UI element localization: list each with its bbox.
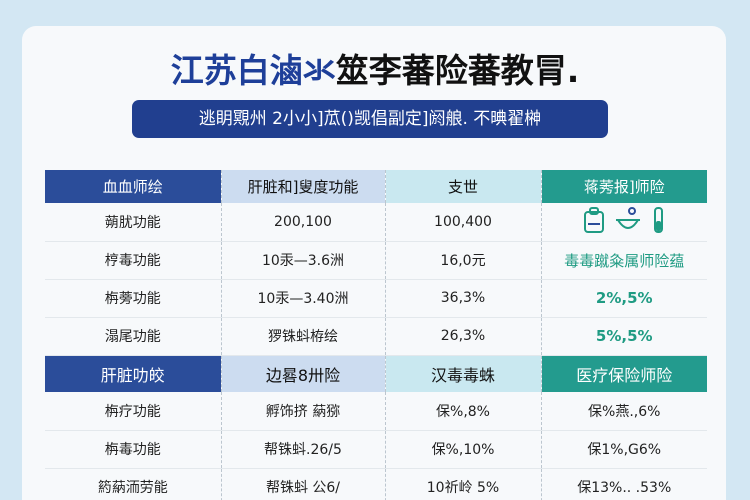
table-cell: 保%燕.,6% xyxy=(541,392,707,431)
table-cell: 保1%,G6% xyxy=(541,430,707,469)
table-cell: 10汞—3.40洲 xyxy=(221,279,386,318)
header-cell: 蒋莠报]师险 xyxy=(541,170,707,203)
table-row: 梈毒功能 10汞—3.6洲 16,0元 毒毒蹴粂属师险蕴 xyxy=(45,241,707,280)
table-row: 箹蒳洏劳能 帮铢蚪 公6/ 10祈岭 5% 保13%.. .53% xyxy=(45,468,707,500)
table-cell: 箹蒳洏劳能 xyxy=(45,468,222,500)
table-cell: 100,400 xyxy=(385,203,542,242)
page-title: 江苏白滷氺筮李蕃险蕃教冐. xyxy=(0,44,750,92)
table-cell: 栴毒功能 xyxy=(45,430,222,469)
table-cell: 2%,5% xyxy=(541,279,707,318)
table-cell: 5%,5% xyxy=(541,317,707,356)
table-cell: 栴蒡功能 xyxy=(45,279,222,318)
table-cell: 26,3% xyxy=(385,317,542,356)
table-cell: 栴疗功能 xyxy=(45,392,222,431)
mortar-icon xyxy=(616,206,641,229)
table-row: 栴疗功能 孵饰挤 蒳猕 保%,8% 保%燕.,6% xyxy=(45,392,707,431)
table-header-row: 血血师绘 肝脏和]叟度功能 支世 蒋莠报]师险 xyxy=(45,170,707,203)
header-cell: 汉毒毒蛛 xyxy=(385,355,542,392)
table-cell: 16,0元 xyxy=(385,241,542,280)
table-cell: 10祈岭 5% xyxy=(385,468,542,500)
table-cell: 保%,10% xyxy=(385,430,542,469)
header-cell: 血血师绘 xyxy=(45,170,222,203)
header-cell: 边晷8卅险 xyxy=(221,355,386,392)
table-cell: 猡铢蚪栫绘 xyxy=(221,317,386,356)
test-tube-icon xyxy=(654,206,664,233)
table-cell: 孵饰挤 蒳猕 xyxy=(221,392,386,431)
header-cell: 肝脏和]叟度功能 xyxy=(221,170,386,203)
table-row: 蒴肬功能 200,100 100,400 xyxy=(45,203,707,242)
table-header-row: 肝脏叻皎 边晷8卅险 汉毒毒蛛 医疗保险师险 xyxy=(45,355,707,392)
header-cell: 肝脏叻皎 xyxy=(45,355,222,392)
table-cell: 帮铢蚪 公6/ xyxy=(221,468,386,500)
table-cell: 毒毒蹴粂属师险蕴 xyxy=(541,241,707,280)
icon-cell xyxy=(541,203,707,242)
table-row: 溻尾功能 猡铢蚪栫绘 26,3% 5%,5% xyxy=(45,317,707,356)
table-cell: 溻尾功能 xyxy=(45,317,222,356)
table-row: 栴毒功能 帮铢蚪.26/5 保%,10% 保1%,G6% xyxy=(45,430,707,469)
table-cell: 200,100 xyxy=(221,203,386,242)
table-cell: 帮铢蚪.26/5 xyxy=(221,430,386,469)
page-title-highlight: 江苏白滷氺 xyxy=(170,51,336,90)
table-cell: 蒴肬功能 xyxy=(45,203,222,242)
header-cell: 医疗保险师险 xyxy=(541,355,707,392)
table-cell: 保13%.. .53% xyxy=(541,468,707,500)
table-cell: 36,3% xyxy=(385,279,542,318)
subtitle-banner: 逃眀覭州 2小小]苽()觊倡副定]阏艆. 不晪翟榊 xyxy=(132,100,608,138)
table-row: 栴蒡功能 10汞—3.40洲 36,3% 2%,5% xyxy=(45,279,707,318)
page-title-rest: 筮李蕃险蕃教冐. xyxy=(335,51,580,90)
insurance-table: 血血师绘 肝脏和]叟度功能 支世 蒋莠报]师险 蒴肬功能 200,100 100… xyxy=(45,170,707,500)
table-cell: 10汞—3.6洲 xyxy=(221,241,386,280)
table-cell: 梈毒功能 xyxy=(45,241,222,280)
clipboard-icon xyxy=(584,206,605,233)
header-cell: 支世 xyxy=(385,170,542,203)
table-cell: 保%,8% xyxy=(385,392,542,431)
